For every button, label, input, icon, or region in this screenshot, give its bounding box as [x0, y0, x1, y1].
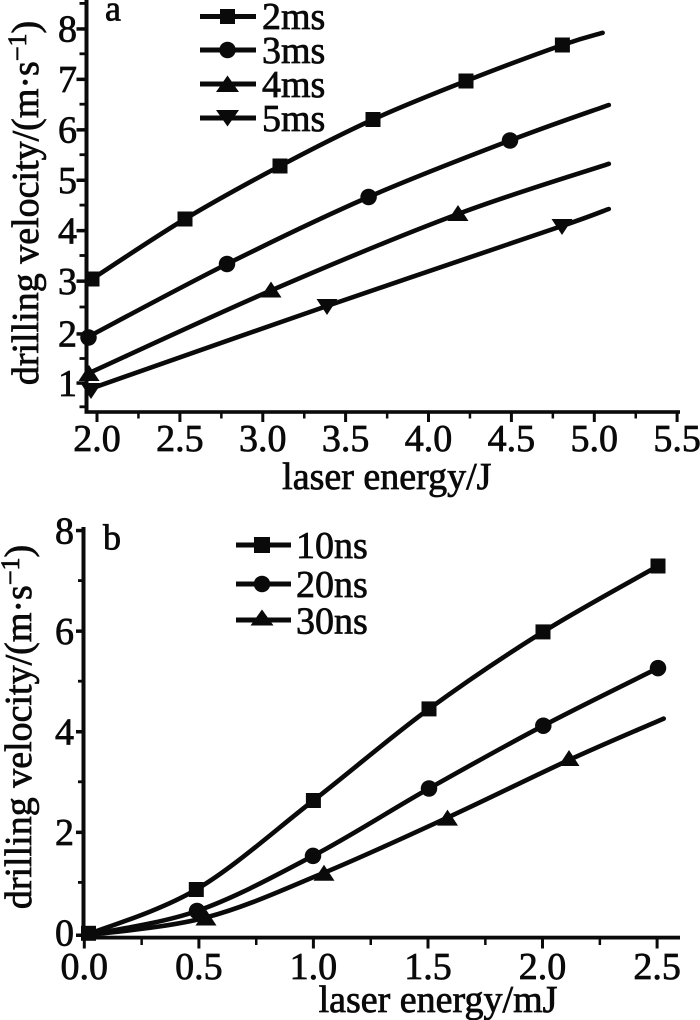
svg-text:5ms: 5ms — [262, 98, 325, 140]
svg-text:8: 8 — [58, 9, 77, 51]
svg-text:8: 8 — [55, 510, 74, 552]
svg-text:5.0: 5.0 — [571, 418, 619, 460]
svg-text:4.0: 4.0 — [405, 418, 453, 460]
svg-text:laser energy/J: laser energy/J — [282, 456, 491, 498]
svg-text:0.0: 0.0 — [61, 946, 109, 988]
svg-text:laser energy/mJ: laser energy/mJ — [319, 979, 558, 1020]
svg-text:drilling velocity/(m·s−1): drilling velocity/(m·s−1) — [0, 545, 40, 909]
svg-text:2ms: 2ms — [262, 0, 325, 38]
svg-text:1.0: 1.0 — [290, 946, 338, 988]
svg-text:2.0: 2.0 — [73, 418, 121, 460]
svg-text:3.0: 3.0 — [239, 418, 287, 460]
svg-text:1.5: 1.5 — [404, 946, 452, 988]
svg-text:1: 1 — [58, 363, 77, 405]
svg-text:2.0: 2.0 — [519, 946, 567, 988]
svg-text:6: 6 — [55, 611, 74, 653]
svg-text:5: 5 — [58, 160, 77, 202]
svg-text:7: 7 — [58, 59, 77, 101]
svg-text:0.5: 0.5 — [175, 946, 223, 988]
svg-text:3ms: 3ms — [262, 30, 325, 72]
svg-text:4: 4 — [58, 210, 77, 252]
svg-text:2: 2 — [55, 812, 74, 854]
svg-text:2: 2 — [58, 314, 77, 356]
svg-text:10ns: 10ns — [296, 525, 368, 567]
svg-text:6: 6 — [58, 110, 77, 152]
svg-text:4.5: 4.5 — [488, 418, 536, 460]
svg-text:30ns: 30ns — [296, 601, 368, 643]
svg-text:b: b — [103, 518, 121, 558]
svg-text:4ms: 4ms — [262, 64, 325, 106]
svg-text:2.5: 2.5 — [633, 946, 681, 988]
svg-text:5.5: 5.5 — [653, 418, 700, 460]
svg-text:drilling velocity/(m·s−1): drilling velocity/(m·s−1) — [3, 21, 47, 385]
svg-text:20ns: 20ns — [296, 564, 368, 606]
svg-text:0: 0 — [55, 913, 74, 955]
svg-text:a: a — [105, 0, 121, 29]
svg-text:3: 3 — [58, 261, 77, 303]
svg-text:3.5: 3.5 — [322, 418, 370, 460]
svg-text:4: 4 — [55, 712, 74, 754]
svg-text:2.5: 2.5 — [156, 418, 204, 460]
